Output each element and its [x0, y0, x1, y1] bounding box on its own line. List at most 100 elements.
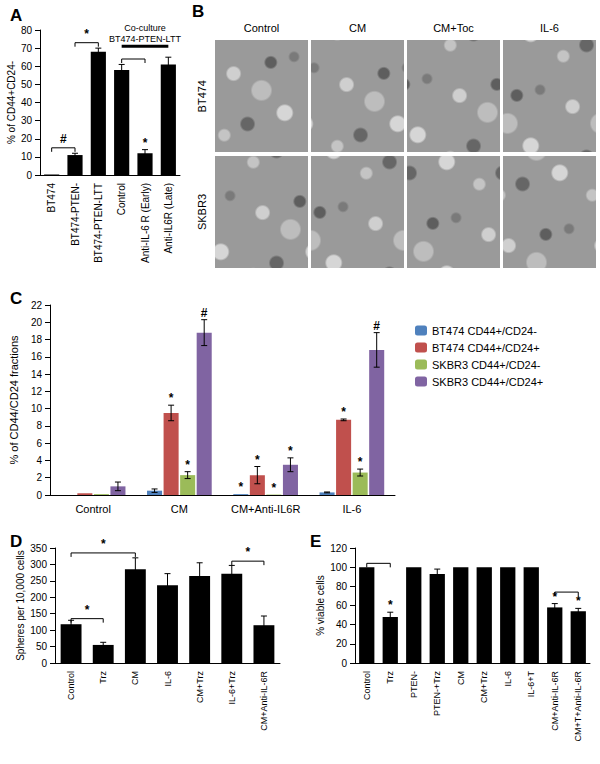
svg-text:4: 4	[36, 455, 42, 466]
svg-text:40: 40	[336, 619, 348, 630]
svg-text:16: 16	[31, 351, 43, 362]
svg-text:30: 30	[21, 115, 33, 126]
html-text:CM: CM	[348, 22, 366, 34]
svg-text:BT474 CD44+/CD24-: BT474 CD44+/CD24-	[432, 325, 537, 337]
svg-text:% of CD44/CD24 fractions: % of CD44/CD24 fractions	[8, 335, 20, 464]
svg-text:80: 80	[336, 581, 348, 592]
svg-text:C: C	[10, 289, 22, 308]
svg-text:Spheres per 10,000 cells: Spheres per 10,000 cells	[15, 550, 26, 661]
svg-text:Trz: Trz	[98, 671, 108, 684]
svg-text:BT474 CD44+/CD24+: BT474 CD44+/CD24+	[432, 342, 540, 354]
svg-text:0: 0	[341, 658, 347, 669]
svg-text:12: 12	[31, 386, 43, 397]
svg-text:22: 22	[31, 300, 43, 311]
svg-text:CM+Anti-IL-6R: CM+Anti-IL-6R	[259, 670, 269, 730]
svg-text:0: 0	[41, 658, 47, 669]
svg-text:CM+T+Anti-IL-6R: CM+T+Anti-IL-6R	[573, 671, 583, 742]
svg-text:*: *	[576, 594, 581, 608]
svg-text:150: 150	[30, 608, 47, 619]
svg-text:*: *	[358, 455, 363, 469]
svg-text:20: 20	[31, 317, 43, 328]
svg-text:BT474-PTEN-: BT474-PTEN-	[70, 183, 81, 246]
svg-text:% viable cells: % viable cells	[315, 575, 326, 636]
svg-text:120: 120	[330, 543, 347, 554]
svg-text:50: 50	[36, 641, 48, 652]
html-text:Control: Control	[243, 22, 280, 34]
svg-text:200: 200	[30, 592, 47, 603]
svg-text:250: 250	[30, 575, 47, 586]
svg-text:BT474-PTEN-LTT: BT474-PTEN-LTT	[93, 183, 104, 263]
svg-text:70: 70	[21, 43, 33, 54]
svg-text:*: *	[341, 405, 346, 419]
svg-text:E: E	[310, 532, 321, 551]
svg-text:300: 300	[30, 559, 47, 570]
svg-text:SKBR3 CD44+/CD24+: SKBR3 CD44+/CD24+	[432, 376, 543, 388]
svg-text:#: #	[60, 132, 67, 146]
svg-text:*: *	[101, 537, 106, 551]
svg-text:10: 10	[31, 403, 43, 414]
svg-text:100: 100	[30, 625, 47, 636]
svg-text:*: *	[255, 453, 260, 467]
svg-text:SKBR3 CD44+/CD24-: SKBR3 CD44+/CD24-	[432, 359, 541, 371]
svg-text:PTEN-+Trz: PTEN-+Trz	[432, 671, 442, 716]
svg-text:Control: Control	[362, 671, 372, 700]
svg-text:*: *	[185, 458, 190, 472]
svg-text:*: *	[246, 545, 251, 559]
svg-text:20: 20	[21, 133, 33, 144]
svg-text:IL-6: IL-6	[503, 671, 513, 687]
svg-text:6: 6	[36, 438, 42, 449]
svg-text:60: 60	[21, 61, 33, 72]
svg-text:IL-6+T: IL-6+T	[526, 671, 536, 698]
html-text:CM+Toc: CM+Toc	[433, 22, 474, 34]
svg-text:CM+Trz: CM+Trz	[479, 671, 489, 703]
svg-text:*: *	[238, 480, 243, 494]
svg-text:CM+Anti-IL6R: CM+Anti-IL6R	[231, 503, 300, 515]
svg-text:IL-6: IL-6	[342, 503, 361, 515]
svg-text:Control: Control	[116, 183, 127, 215]
html-text:IL-6: IL-6	[540, 22, 559, 34]
svg-text:CM+Trz: CM+Trz	[195, 671, 205, 703]
svg-text:18: 18	[31, 334, 43, 345]
svg-text:D: D	[10, 532, 22, 551]
svg-text:40: 40	[21, 97, 33, 108]
svg-text:BT474-PTEN-LTT: BT474-PTEN-LTT	[109, 34, 181, 44]
svg-text:IL-6: IL-6	[163, 671, 173, 687]
svg-text:CM: CM	[171, 503, 188, 515]
svg-text:BT474: BT474	[46, 183, 57, 213]
svg-text:#: #	[201, 306, 208, 320]
svg-text:*: *	[143, 136, 148, 150]
svg-text:CM+Anti-IL-6R: CM+Anti-IL-6R	[550, 670, 560, 730]
svg-text:100: 100	[330, 562, 347, 573]
svg-text:Anti-IL6R (Late): Anti-IL6R (Late)	[163, 183, 174, 254]
svg-text:14: 14	[31, 369, 43, 380]
svg-text:50: 50	[21, 79, 33, 90]
svg-text:Anti-IL-6 R (Early): Anti-IL-6 R (Early)	[140, 183, 151, 263]
svg-text:CM: CM	[456, 671, 466, 685]
svg-text:80: 80	[21, 25, 33, 36]
svg-text:20: 20	[336, 638, 348, 649]
svg-text:PTEN-: PTEN-	[409, 671, 419, 698]
svg-text:*: *	[288, 444, 293, 458]
svg-text:8: 8	[36, 420, 42, 431]
svg-text:A: A	[10, 6, 22, 25]
svg-text:CM: CM	[130, 671, 140, 685]
svg-text:IL-6+Trz: IL-6+Trz	[227, 671, 237, 705]
svg-text:0: 0	[36, 490, 42, 501]
svg-text:*: *	[85, 603, 90, 617]
svg-text:*: *	[388, 598, 393, 612]
svg-text:*: *	[169, 391, 174, 405]
svg-text:*: *	[272, 481, 277, 495]
svg-text:Control: Control	[75, 503, 110, 515]
svg-text:% of CD44+CD24-: % of CD44+CD24-	[6, 61, 17, 144]
svg-text:Trz: Trz	[385, 671, 395, 684]
svg-text:60: 60	[336, 600, 348, 611]
svg-text:Control: Control	[66, 671, 76, 700]
html-text:B: B	[192, 2, 205, 21]
svg-text:350: 350	[30, 543, 47, 554]
svg-text:Co-culture: Co-culture	[124, 23, 166, 33]
svg-text:0: 0	[26, 170, 32, 181]
svg-text:2: 2	[36, 472, 42, 483]
svg-text:10: 10	[21, 151, 33, 162]
svg-text:*: *	[84, 27, 89, 41]
svg-text:#: #	[373, 319, 380, 333]
